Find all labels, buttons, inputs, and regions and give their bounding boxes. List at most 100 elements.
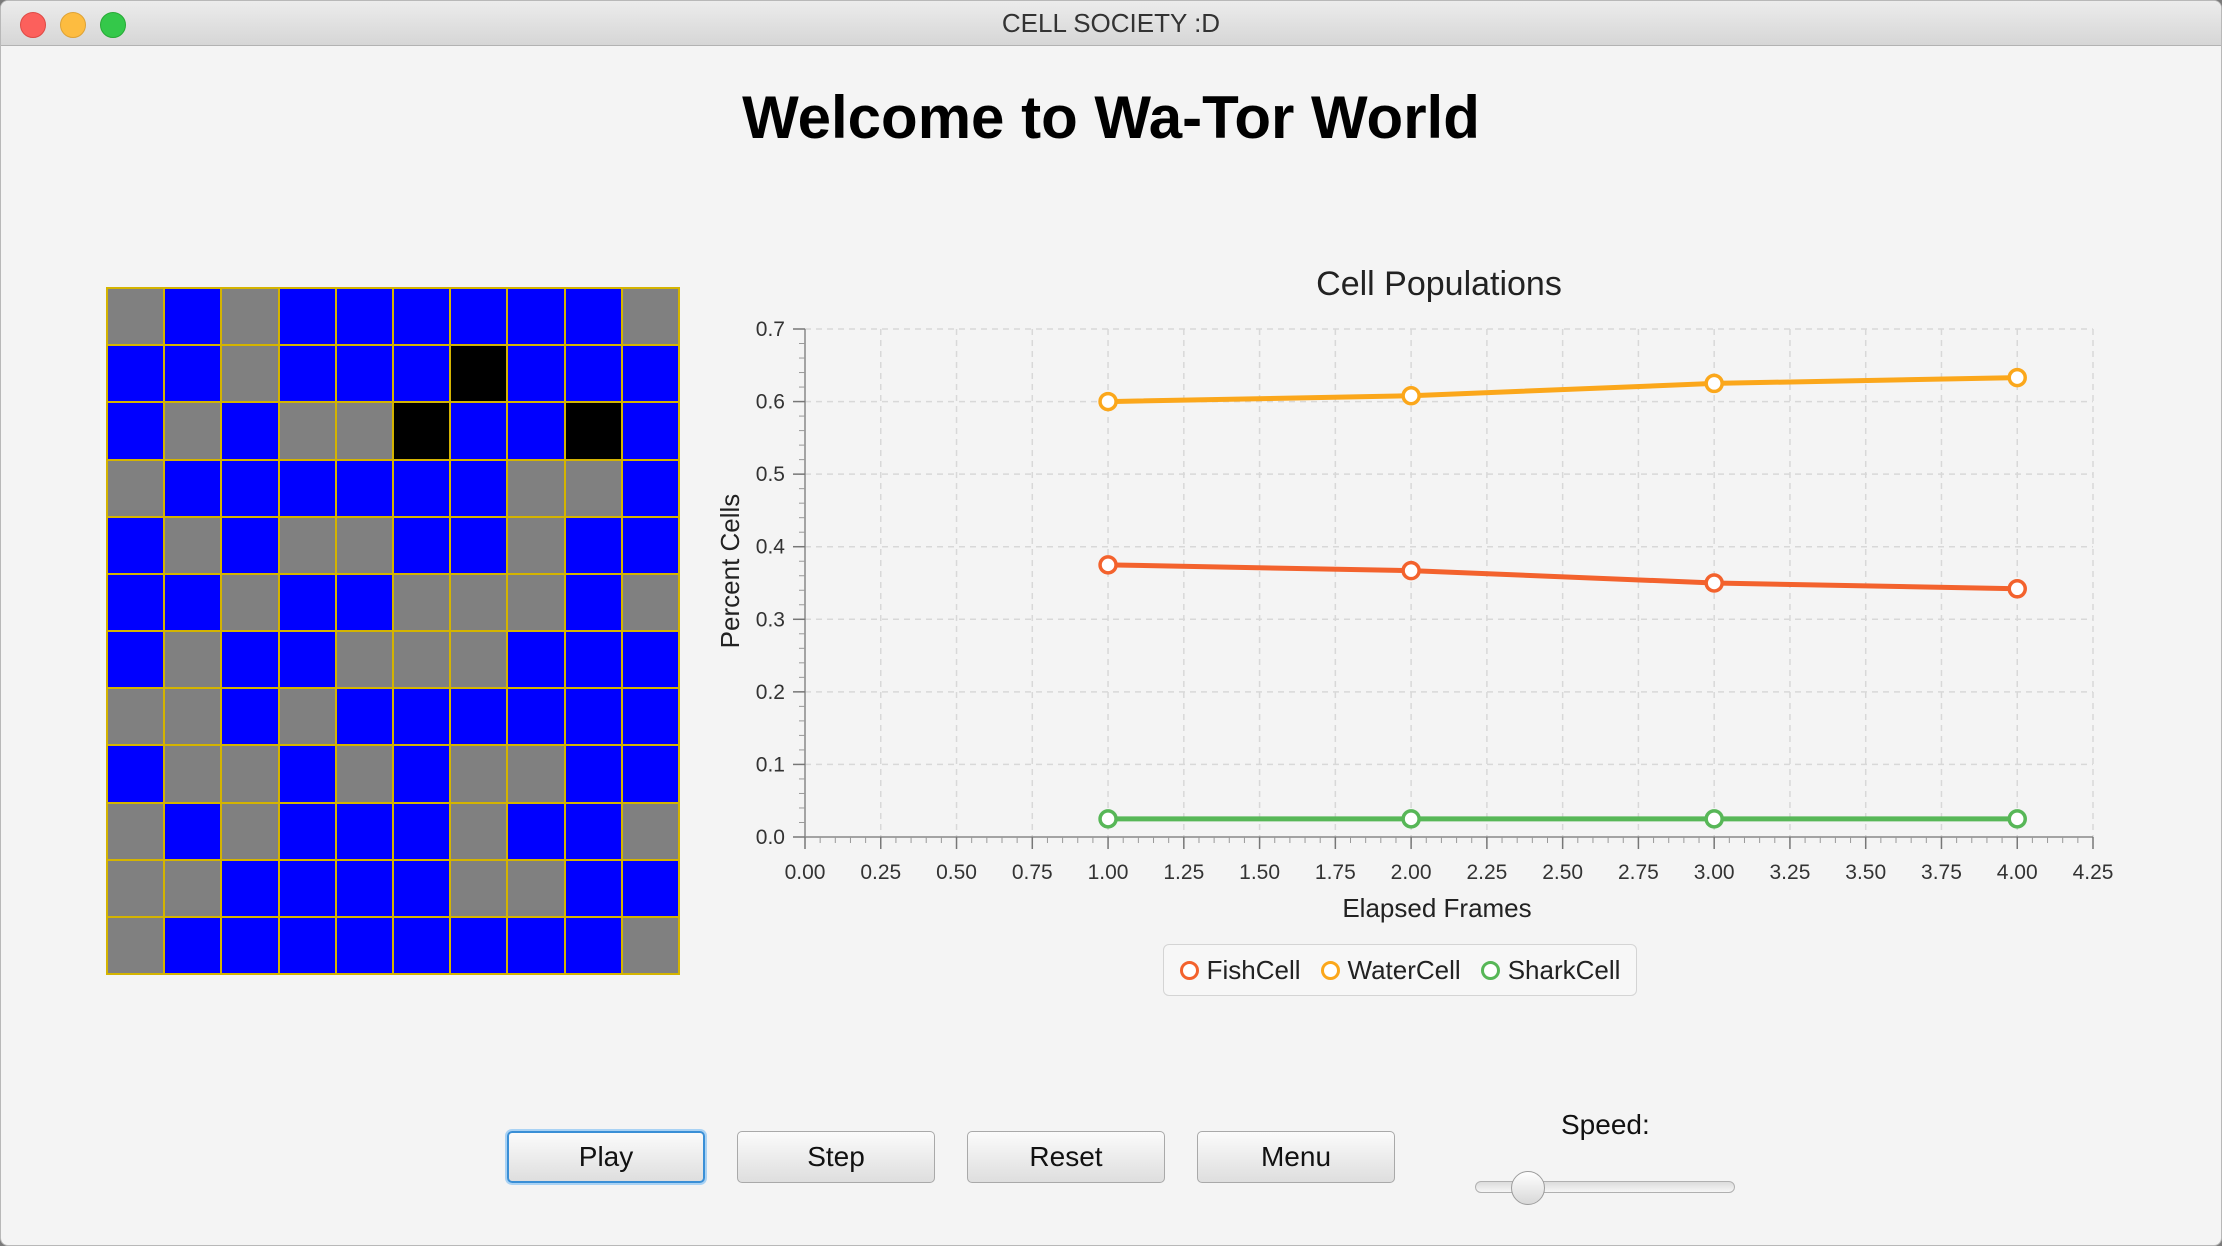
data-point-sharkcell [1704,809,1724,829]
close-window-button[interactable] [20,12,46,38]
grid-cell-fish [278,288,336,346]
grid-cell-fish [450,516,508,574]
grid-cell-fish [278,345,336,403]
grid-cell-fish [335,345,393,403]
x-tick-label: 4.00 [1997,861,2038,884]
grid-cell-fish [107,402,165,460]
x-tick-label: 1.25 [1163,861,1204,884]
grid-cell-shark [393,402,451,460]
grid-cell-fish [335,288,393,346]
grid-cell-water [507,516,565,574]
minimize-window-button[interactable] [60,12,86,38]
legend-label-shark: SharkCell [1507,954,1621,985]
x-tick-label: 3.50 [1845,861,1886,884]
grid-cell-fish [393,345,451,403]
grid-cell-water [507,859,565,917]
legend-marker-water [1320,960,1340,980]
data-point-watercell [2007,367,2027,388]
grid-cell-fish [164,802,222,860]
speed-label: Speed: [1561,1109,1650,1140]
grid-cell-water [164,631,222,689]
x-tick-label: 1.75 [1315,861,1356,884]
speed-slider-thumb[interactable] [1511,1171,1545,1205]
grid-cell-fish [393,288,451,346]
grid-cell-fish [564,802,622,860]
grid-cell-fish [221,402,279,460]
grid-cell-fish [564,288,622,346]
grid-cell-fish [564,745,622,803]
grid-cell-fish [564,688,622,746]
grid-cell-fish [221,459,279,517]
data-point-sharkcell [1098,809,1118,829]
grid-cell-fish [221,516,279,574]
grid-cell-water [107,288,165,346]
grid-cell-fish [621,516,679,574]
grid-cell-water [335,402,393,460]
maximize-window-button[interactable] [100,12,126,38]
grid-cell-fish [621,631,679,689]
grid-cell-fish [507,688,565,746]
grid-cell-fish [221,859,279,917]
grid-cell-water [107,459,165,517]
reset-button[interactable]: Reset [967,1131,1165,1183]
legend-marker-fish [1179,960,1199,980]
menu-button[interactable]: Menu [1197,1131,1395,1183]
grid-cell-water [164,402,222,460]
grid-cell-water [450,802,508,860]
x-axis-label: Elapsed Frames [1342,893,1531,923]
grid-cell-fish [621,402,679,460]
grid-cell-water [221,345,279,403]
series-line-fishcell [1108,562,2018,592]
grid-cell-fish [164,459,222,517]
title-bar: CELL SOCIETY :D [1,1,2221,46]
y-tick-label: 0.0 [756,826,785,849]
grid-cell-water [164,745,222,803]
data-point-sharkcell [1401,809,1421,829]
grid-cell-fish [393,516,451,574]
page-title: Welcome to Wa-Tor World [742,84,1480,151]
grid-cell-fish [335,459,393,517]
grid-cell-fish [278,745,336,803]
grid-cell-fish [278,859,336,917]
grid-cell-fish [507,802,565,860]
data-point-fishcell [2007,579,2027,599]
series-line-watercell [1108,375,2018,405]
grid-cell-water [221,745,279,803]
chart-title: Cell Populations [1316,265,1562,303]
y-tick-label: 0.7 [756,318,785,341]
grid-cell-fish [507,402,565,460]
grid-cell-water [450,631,508,689]
grid-cell-water [621,802,679,860]
grid-cell-water [621,288,679,346]
play-button[interactable]: Play [507,1131,705,1183]
grid-cell-fish [564,916,622,974]
grid-cell-fish [621,459,679,517]
legend-item-water: WaterCell [1320,955,1461,986]
grid-cell-fish [450,459,508,517]
grid-cell-fish [393,802,451,860]
legend-label-fish: FishCell [1206,954,1301,985]
grid-cell-water [221,288,279,346]
data-point-fishcell [1401,560,1421,581]
grid-cell-water [507,573,565,631]
grid-cell-water [278,688,336,746]
grid-cell-fish [507,345,565,403]
population-chart: Cell Populations 0.00 0.25 0.50 0.75 1.00 1.25… [715,265,2114,923]
grid-cell-fish [564,573,622,631]
y-tick-label: 0.6 [756,391,785,414]
legend-item-shark: SharkCell [1480,954,1621,986]
grid-cell-water [621,916,679,974]
step-button[interactable]: Step [737,1131,935,1183]
grid-cell-fish [393,688,451,746]
grid-cell-water [278,402,336,460]
y-tick-label: 0.1 [756,753,785,776]
grid-cell-fish [278,802,336,860]
data-point-watercell [1401,386,1421,406]
data-point-fishcell [1098,555,1118,575]
grid-cell-water [450,859,508,917]
x-tick-label: 4.25 [2073,861,2114,884]
grid-cell-fish [107,516,165,574]
grid-cell-fish [221,916,279,974]
grid-cell-water [107,916,165,974]
